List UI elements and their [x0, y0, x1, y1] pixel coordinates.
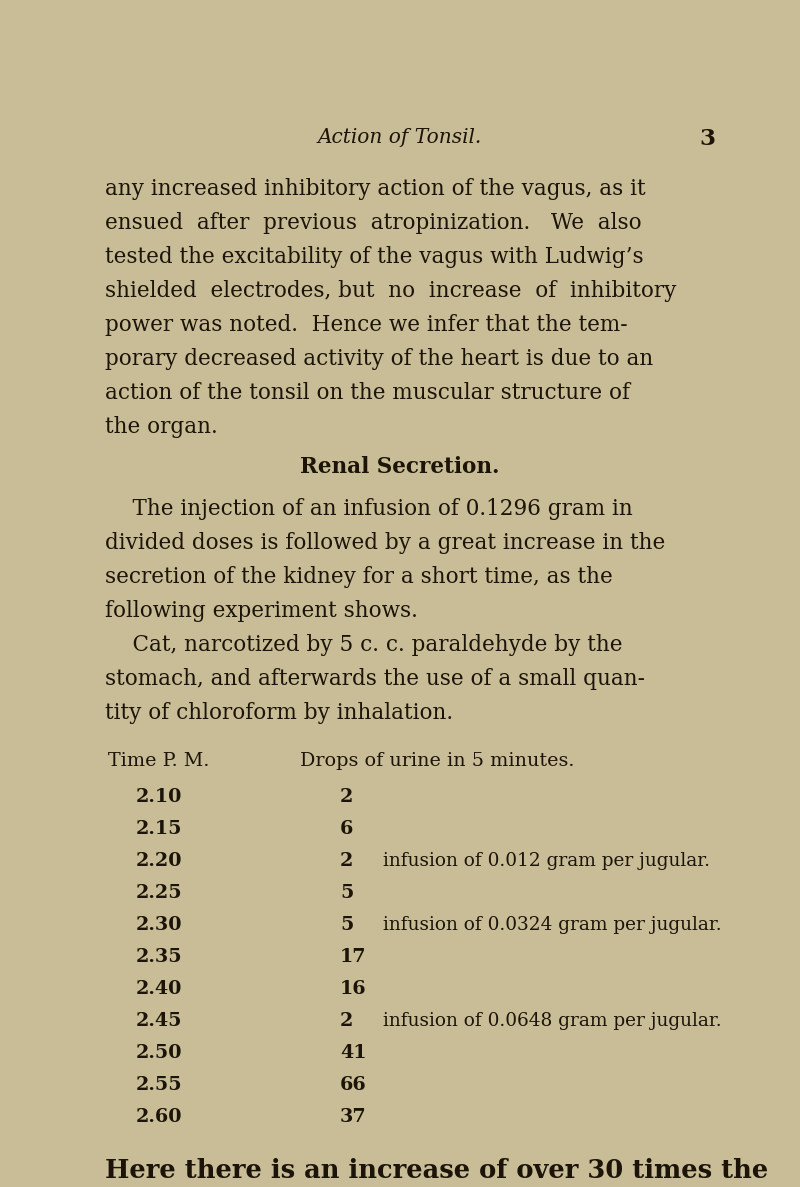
Text: infusion of 0.0648 gram per jugular.: infusion of 0.0648 gram per jugular.: [383, 1013, 722, 1030]
Text: the organ.: the organ.: [105, 415, 218, 438]
Text: 2.45: 2.45: [136, 1013, 182, 1030]
Text: 2.35: 2.35: [136, 948, 182, 966]
Text: 66: 66: [340, 1075, 366, 1094]
Text: 2: 2: [340, 788, 354, 806]
Text: Drops of urine in 5 minutes.: Drops of urine in 5 minutes.: [300, 753, 574, 770]
Text: 2.60: 2.60: [136, 1107, 182, 1126]
Text: divided doses is followed by a great increase in the: divided doses is followed by a great inc…: [105, 532, 666, 554]
Text: 2.15: 2.15: [136, 820, 182, 838]
Text: 2.40: 2.40: [136, 980, 182, 998]
Text: action of the tonsil on the muscular structure of: action of the tonsil on the muscular str…: [105, 382, 630, 404]
Text: Here there is an increase of over 30 times the: Here there is an increase of over 30 tim…: [105, 1159, 768, 1183]
Text: Cat, narcotized by 5 c. c. paraldehyde by the: Cat, narcotized by 5 c. c. paraldehyde b…: [105, 634, 622, 656]
Text: 6: 6: [340, 820, 354, 838]
Text: any increased inhibitory action of the vagus, as it: any increased inhibitory action of the v…: [105, 178, 646, 199]
Text: Renal Secretion.: Renal Secretion.: [300, 456, 500, 478]
Text: infusion of 0.012 gram per jugular.: infusion of 0.012 gram per jugular.: [383, 852, 710, 870]
Text: 5: 5: [340, 884, 354, 902]
Text: following experiment shows.: following experiment shows.: [105, 599, 418, 622]
Text: secretion of the kidney for a short time, as the: secretion of the kidney for a short time…: [105, 566, 613, 588]
Text: porary decreased activity of the heart is due to an: porary decreased activity of the heart i…: [105, 348, 654, 370]
Text: 17: 17: [340, 948, 366, 966]
Text: 2.10: 2.10: [136, 788, 182, 806]
Text: 2: 2: [340, 1013, 354, 1030]
Text: power was noted.  Hence we infer that the tem-: power was noted. Hence we infer that the…: [105, 315, 628, 336]
Text: tested the excitability of the vagus with Ludwig’s: tested the excitability of the vagus wit…: [105, 246, 644, 268]
Text: tity of chloroform by inhalation.: tity of chloroform by inhalation.: [105, 702, 453, 724]
Text: 3: 3: [699, 128, 715, 150]
Text: 41: 41: [340, 1045, 366, 1062]
Text: Time P. M.: Time P. M.: [108, 753, 210, 770]
Text: 2.50: 2.50: [136, 1045, 182, 1062]
Text: 2: 2: [340, 852, 354, 870]
Text: 2.20: 2.20: [136, 852, 182, 870]
Text: 37: 37: [340, 1107, 366, 1126]
Text: 2.30: 2.30: [136, 916, 182, 934]
Text: 5: 5: [340, 916, 354, 934]
Text: stomach, and afterwards the use of a small quan-: stomach, and afterwards the use of a sma…: [105, 668, 645, 690]
Text: ensued  after  previous  atropinization.   We  also: ensued after previous atropinization. We…: [105, 212, 642, 234]
Text: shielded  electrodes, but  no  increase  of  inhibitory: shielded electrodes, but no increase of …: [105, 280, 676, 301]
Text: infusion of 0.0324 gram per jugular.: infusion of 0.0324 gram per jugular.: [383, 916, 722, 934]
Text: Action of Tonsil.: Action of Tonsil.: [318, 128, 482, 147]
Text: 2.55: 2.55: [136, 1075, 182, 1094]
Text: The injection of an infusion of 0.1296 gram in: The injection of an infusion of 0.1296 g…: [105, 499, 633, 520]
Text: 16: 16: [340, 980, 366, 998]
Text: 2.25: 2.25: [136, 884, 182, 902]
